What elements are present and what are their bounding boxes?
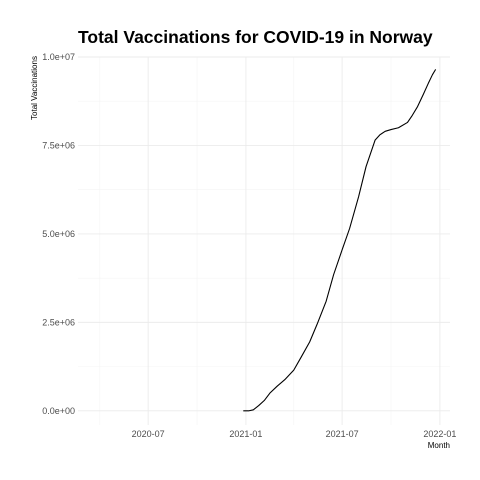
x-tick-label: 2021-01	[229, 429, 262, 439]
y-tick-label: 0.0e+00	[42, 406, 75, 416]
y-tick-label: 5.0e+06	[42, 229, 75, 239]
x-axis-label: Month	[428, 441, 450, 450]
x-axis-ticks: 2020-07 2021-01 2021-07 2022-01	[132, 429, 457, 439]
y-axis-ticks: 0.0e+00 2.5e+06 5.0e+06 7.5e+06 1.0e+07	[42, 52, 75, 416]
x-tick-label: 2021-07	[326, 429, 359, 439]
series-line-total-vaccinations	[243, 69, 437, 412]
grid-lines	[78, 56, 450, 425]
x-tick-label: 2022-01	[423, 429, 456, 439]
x-tick-label: 2020-07	[132, 429, 165, 439]
y-tick-label: 7.5e+06	[42, 140, 75, 150]
chart-title: Total Vaccinations for COVID-19 in Norwa…	[78, 27, 433, 47]
y-tick-label: 2.5e+06	[42, 317, 75, 327]
y-axis-label: Total Vaccinations	[30, 56, 39, 120]
y-tick-label: 1.0e+07	[42, 52, 75, 62]
